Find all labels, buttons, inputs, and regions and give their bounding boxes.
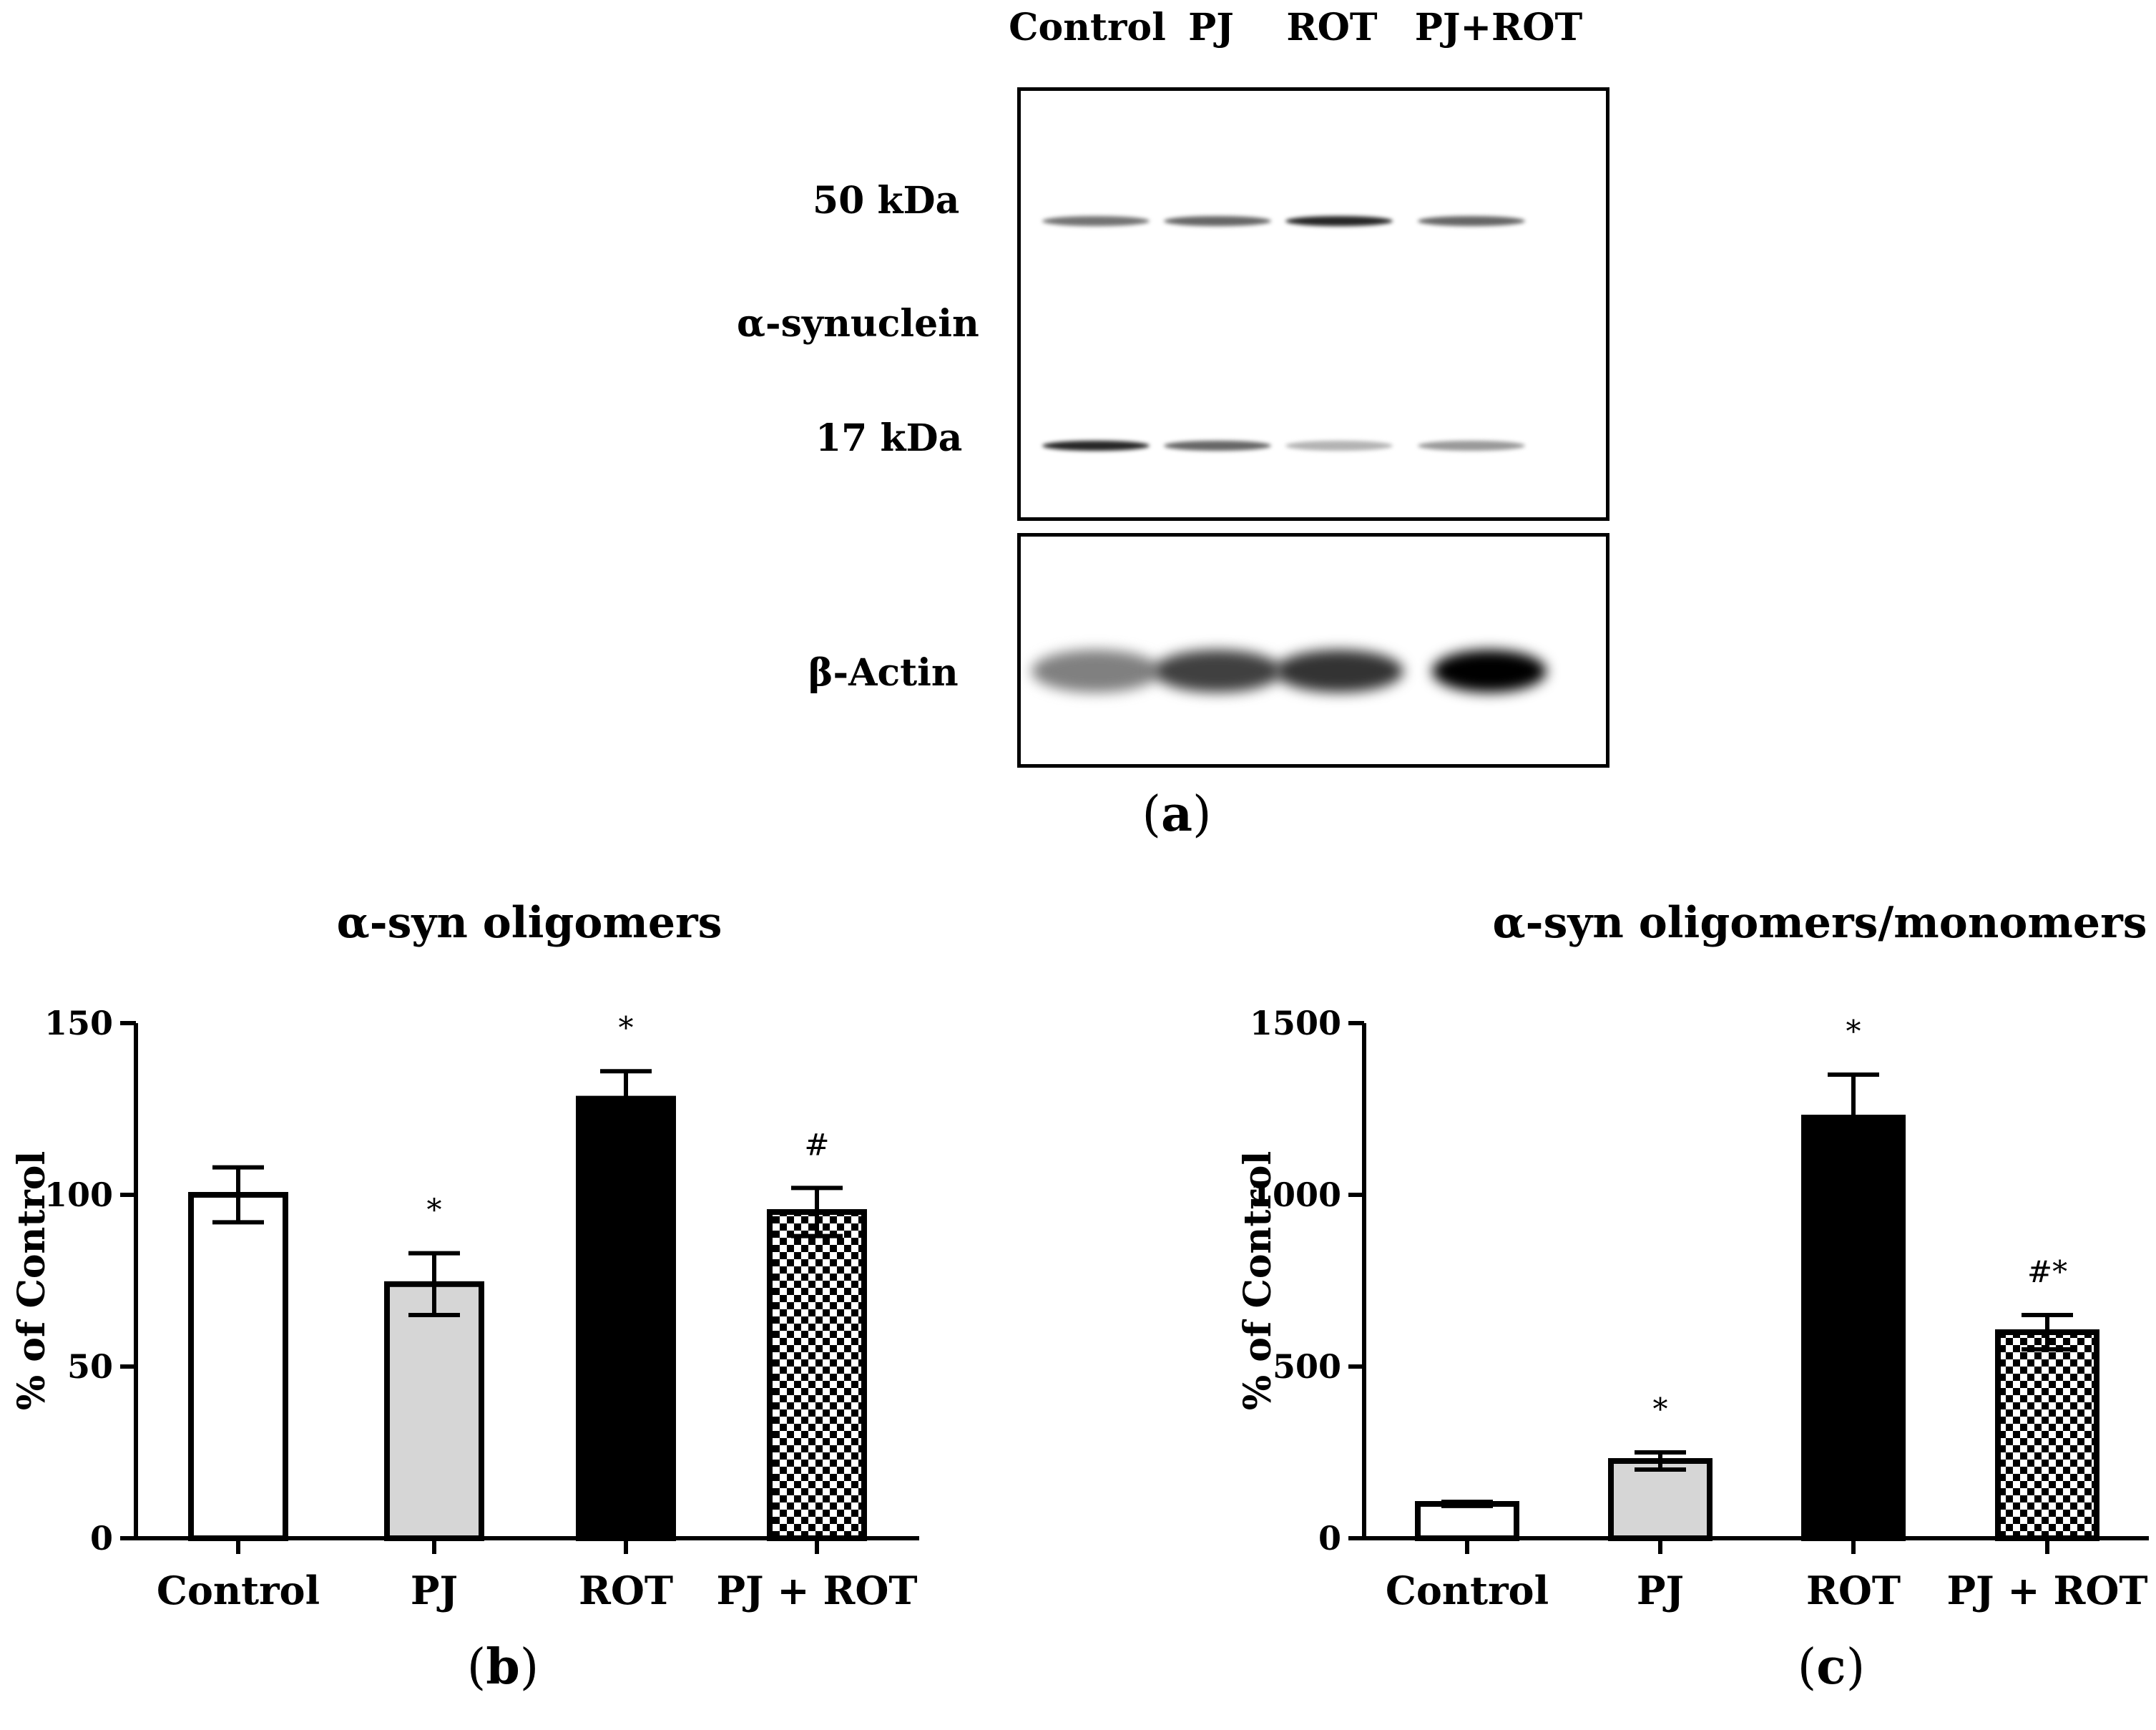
chart-title: α-syn oligomers/monomers — [1493, 898, 2147, 948]
monomer-band — [1285, 441, 1393, 451]
y-tick-label: 0 — [90, 1519, 113, 1558]
x-tick-label: Control — [1386, 1568, 1549, 1613]
beta-actin-label: β-Actin — [808, 651, 959, 695]
monomer-band — [1164, 441, 1271, 451]
beta-actin-blot — [1017, 533, 1609, 768]
oligomers-bar-chart: α-syn oligomers % of Control 0 50 100 150 Cont… — [10, 898, 919, 1613]
significance-marker: #* — [2027, 1254, 2067, 1289]
lane-label-pj-rot: PJ+ROT — [1414, 6, 1583, 49]
significance-marker: * — [1653, 1392, 1668, 1427]
x-tick-label: Control — [157, 1568, 320, 1613]
beta-actin-band — [1275, 650, 1403, 693]
beta-actin-band — [1032, 650, 1160, 693]
chart-title: α-syn oligomers — [337, 898, 722, 948]
y-tick-label: 1500 — [1250, 1004, 1341, 1042]
marker-50kda-label: 50 kDa — [813, 179, 960, 223]
oligomer-band — [1418, 216, 1525, 226]
x-tick-label: ROT — [1806, 1568, 1901, 1613]
lane-label-rot: ROT — [1286, 6, 1378, 49]
oligomer-band — [1285, 216, 1393, 226]
oligomer-band — [1164, 216, 1271, 226]
protein-label: α-synuclein — [737, 302, 979, 346]
significance-marker: * — [427, 1193, 442, 1228]
bar-1 — [1415, 1501, 1519, 1541]
x-tick-label: PJ — [1637, 1568, 1684, 1613]
y-tick-label: 500 — [1273, 1347, 1341, 1386]
y-tick-label: 100 — [44, 1176, 113, 1214]
bar-4 — [767, 1209, 867, 1541]
y-tick-label: 1000 — [1250, 1176, 1341, 1214]
oligomers-monomers-bar-chart: α-syn oligomers/monomers % of Control 0 500… — [1236, 898, 2149, 1613]
y-tick-label: 150 — [44, 1004, 113, 1042]
x-tick-label: ROT — [579, 1568, 673, 1613]
panel-label-c: (c) — [1797, 1638, 1866, 1696]
x-tick-label: PJ + ROT — [716, 1568, 917, 1613]
significance-marker: * — [1846, 1014, 1861, 1049]
monomer-band — [1042, 441, 1150, 451]
significance-marker: # — [804, 1127, 829, 1162]
bar-2 — [1608, 1458, 1712, 1541]
lane-label-pj: PJ — [1188, 6, 1234, 49]
monomer-band — [1418, 441, 1525, 451]
beta-actin-band — [1432, 650, 1547, 693]
bar-3 — [576, 1095, 676, 1542]
panel-label-b: (b) — [466, 1638, 539, 1696]
panel-label-a: (a) — [1142, 786, 1212, 843]
lane-label-control: Control — [1009, 6, 1166, 49]
bar-1 — [188, 1192, 288, 1541]
bar-2 — [384, 1281, 484, 1541]
marker-17kda-label: 17 kDa — [815, 416, 963, 460]
y-axis-label: % of Control — [1236, 1151, 1280, 1410]
x-tick-label: PJ + ROT — [1946, 1568, 2147, 1613]
bar-3 — [1801, 1115, 1906, 1541]
bar-4 — [1995, 1329, 2099, 1541]
oligomer-band — [1042, 216, 1150, 226]
y-tick-label: 0 — [1318, 1519, 1341, 1558]
y-tick-label: 50 — [67, 1347, 113, 1386]
alpha-synuclein-blot — [1017, 87, 1609, 521]
y-axis-label: % of Control — [10, 1151, 54, 1410]
beta-actin-band — [1153, 650, 1282, 693]
x-tick-label: PJ — [411, 1568, 458, 1613]
significance-marker: * — [619, 1010, 634, 1045]
